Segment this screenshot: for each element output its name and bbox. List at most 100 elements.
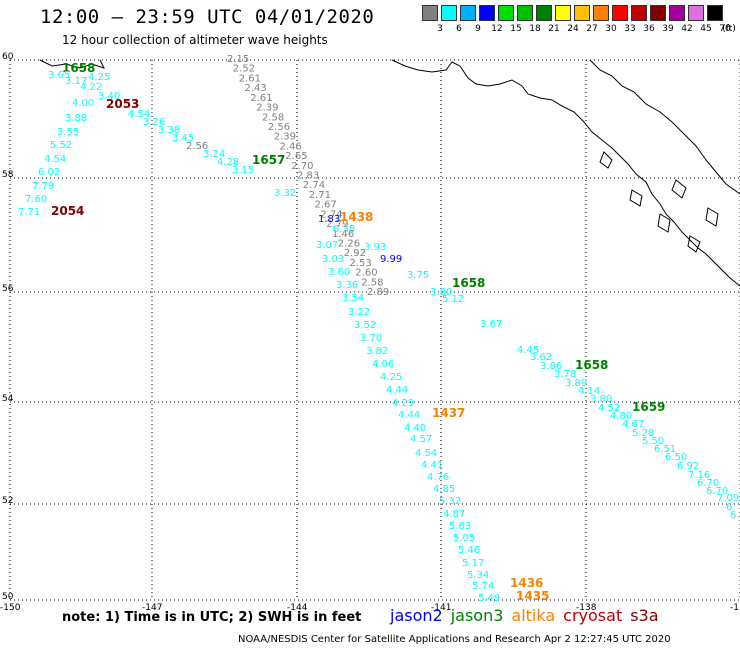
colorbar-swatch: [650, 5, 666, 21]
pass-time-label: 1435: [516, 589, 549, 603]
colorbar-swatch: [517, 5, 533, 21]
colorbar-swatch: [460, 5, 476, 21]
wave-height-value: 2.71: [309, 190, 331, 201]
colorbar-label: 6: [456, 24, 462, 34]
colorbar-label: 15: [510, 24, 522, 34]
colorbar-label: 3: [437, 24, 443, 34]
wave-height-value: 1.83: [318, 214, 340, 225]
axis-tick-labels: -150 -147 -144 -141 -138 -135 60 58 56 54 52 50: [0, 52, 740, 613]
lat-tick-label: 52: [2, 496, 13, 506]
wave-height-value: 4.25: [380, 372, 402, 383]
colorbar-label: 45: [700, 24, 712, 34]
wave-height-value: 3.40: [98, 91, 120, 102]
satellite-legend: jason2 jason3 altika cryosat s3a: [390, 606, 667, 625]
wave-height-value: 2.56: [186, 141, 208, 152]
colorbar-label: 33: [624, 24, 636, 34]
wave-height-value: 3.75: [407, 270, 429, 281]
wave-height-value: 3.03: [322, 254, 344, 265]
colorbar-swatch: [536, 5, 552, 21]
colorbar-label: 12: [491, 24, 503, 34]
colorbar-swatch: [498, 5, 514, 21]
wave-height-value: 4.22: [80, 82, 102, 93]
wave-height-value: 4.29: [392, 398, 414, 409]
lat-tick-label: 50: [2, 592, 14, 602]
wave-height-value: 4.45: [517, 345, 539, 356]
wave-height-value: 3.80: [430, 287, 452, 298]
wave-height-value: 3.62: [530, 352, 552, 363]
colorbar-swatch: [574, 5, 590, 21]
wave-height-value: 3.88: [65, 113, 87, 124]
wave-height-value: 2.61: [250, 93, 272, 104]
wave-height-value: 3.65: [48, 70, 70, 81]
pass-time-label: 2053: [106, 97, 139, 111]
wave-height-value: 2.15: [227, 54, 249, 65]
wave-height-value: 7.16: [688, 470, 710, 481]
wave-height-value: 4.41: [421, 460, 443, 471]
wave-height-value: 4.54: [128, 109, 150, 120]
wave-height-value: 4.52: [598, 403, 620, 414]
pass-time-label: 1658: [575, 358, 608, 372]
wave-height-value: 3.55: [57, 127, 79, 138]
colorbar-label: 30: [605, 24, 617, 34]
lat-tick-label: 60: [2, 52, 14, 62]
wave-height-value: 5.32: [439, 496, 461, 507]
wave-height-value: 5.28: [632, 428, 654, 439]
wave-height-value: 3.67: [480, 319, 502, 330]
wave-height-value: 1.46: [332, 229, 354, 240]
wave-height-value: 5.50: [642, 436, 664, 447]
wave-height-value: 3.54: [342, 293, 364, 304]
wave-height-value: 7.71: [18, 207, 40, 218]
wave-height-value: 3.86: [540, 361, 562, 372]
wave-height-value: 5.74: [472, 581, 494, 592]
lon-tick-label: -147: [142, 603, 162, 613]
wave-height-value: 4.14: [578, 386, 600, 397]
colorbar-swatch: [631, 5, 647, 21]
wave-height-value: 3.22: [348, 307, 370, 318]
colorbar-unit: (ft): [722, 24, 736, 34]
wave-height-value: 2.56: [268, 122, 290, 133]
wave-height-value: 3.60: [328, 267, 350, 278]
colorbar-swatch: [669, 5, 685, 21]
wave-height-value: 2.83: [297, 171, 319, 182]
wave-height-value: 3.07: [316, 240, 338, 251]
lat-lon-grid: [9, 59, 740, 601]
wave-height-value: 4.25: [88, 72, 110, 83]
footnote: note: 1) Time is in UTC; 2) SWH is in fe…: [62, 610, 362, 625]
wave-height-value: 3.26: [143, 117, 165, 128]
wave-height-value: 4.40: [404, 423, 426, 434]
wave-height-value: 3.45: [172, 133, 194, 144]
wave-height-value: 2.89: [367, 287, 389, 298]
lon-tick-label: -144: [287, 603, 308, 613]
wave-height-value: 4.76: [427, 472, 449, 483]
pass-time-label: 1658: [62, 61, 95, 75]
pass-time-label: 1436: [510, 576, 543, 590]
wave-height-value: 2.70: [291, 161, 313, 172]
wave-height-value: 3.52: [354, 320, 376, 331]
wave-height-value: 2.74: [303, 180, 325, 191]
wave-height-value: 5.12: [442, 294, 464, 305]
wave-height-value: 3.36: [336, 280, 358, 291]
pass-time-label: 1657: [252, 153, 285, 167]
wave-height-value: 2.60: [355, 268, 377, 279]
coastline-inland: [589, 59, 740, 195]
coastline-mainland: [391, 59, 740, 287]
wave-height-value: 2.61: [239, 73, 261, 84]
wave-height-value: 3.38: [158, 125, 180, 136]
wave-height-value: 5.49: [478, 593, 500, 604]
wave-height-value: 6.: [726, 502, 736, 513]
colorbar-swatch: [555, 5, 571, 21]
alaska-coastline: [39, 59, 740, 287]
pass-time-label: 1659: [632, 400, 665, 414]
wave-height-value: 4.28: [217, 157, 239, 168]
coastline-northwest: [39, 59, 105, 69]
wave-height-value: 4.06: [372, 359, 394, 370]
wave-height-value: 2.46: [280, 141, 302, 152]
wave-height-value: 2.39: [256, 103, 278, 114]
colorbar-label: 24: [567, 24, 579, 34]
colorbar-swatch: [479, 5, 495, 21]
wave-height-value: 5.34: [467, 570, 489, 581]
legend-jason3: jason3: [450, 606, 504, 625]
wave-height-value: 2.58: [262, 112, 284, 123]
